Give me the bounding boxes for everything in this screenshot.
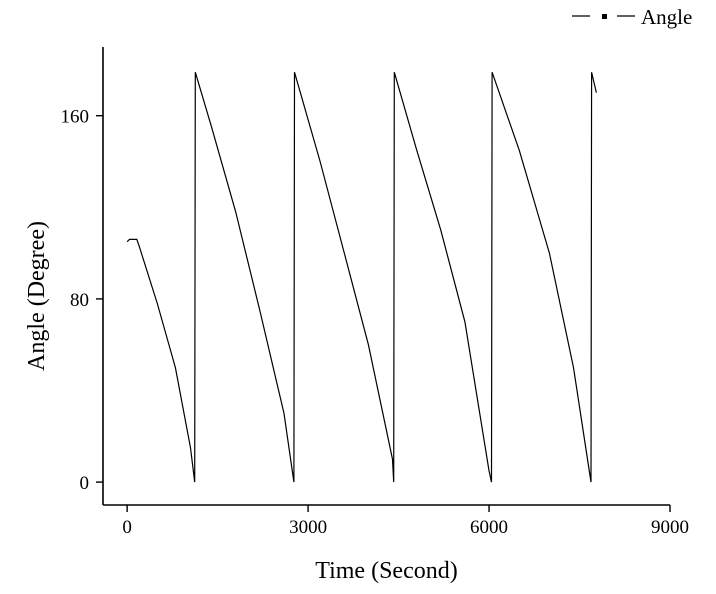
legend-label-angle: Angle — [641, 5, 692, 29]
x-tick-label: 3000 — [289, 517, 327, 538]
y-tick-label: 0 — [80, 473, 90, 494]
legend: Angle — [572, 5, 692, 29]
x-tick-label: 6000 — [470, 517, 508, 538]
y-tick-label: 80 — [70, 290, 89, 311]
x-tick-label: 0 — [122, 517, 132, 538]
x-tick-label: 9000 — [651, 517, 689, 538]
series-line-angle — [126, 72, 597, 483]
tick-labels: 0 3000 6000 9000 0 80 160 — [61, 107, 690, 538]
y-tick-label: 160 — [61, 107, 90, 128]
axis-ticks — [96, 114, 671, 512]
y-axis-title: Angle (Degree) — [24, 221, 50, 371]
x-axis-title: Time (Second) — [315, 558, 457, 584]
legend-marker — [602, 14, 607, 19]
